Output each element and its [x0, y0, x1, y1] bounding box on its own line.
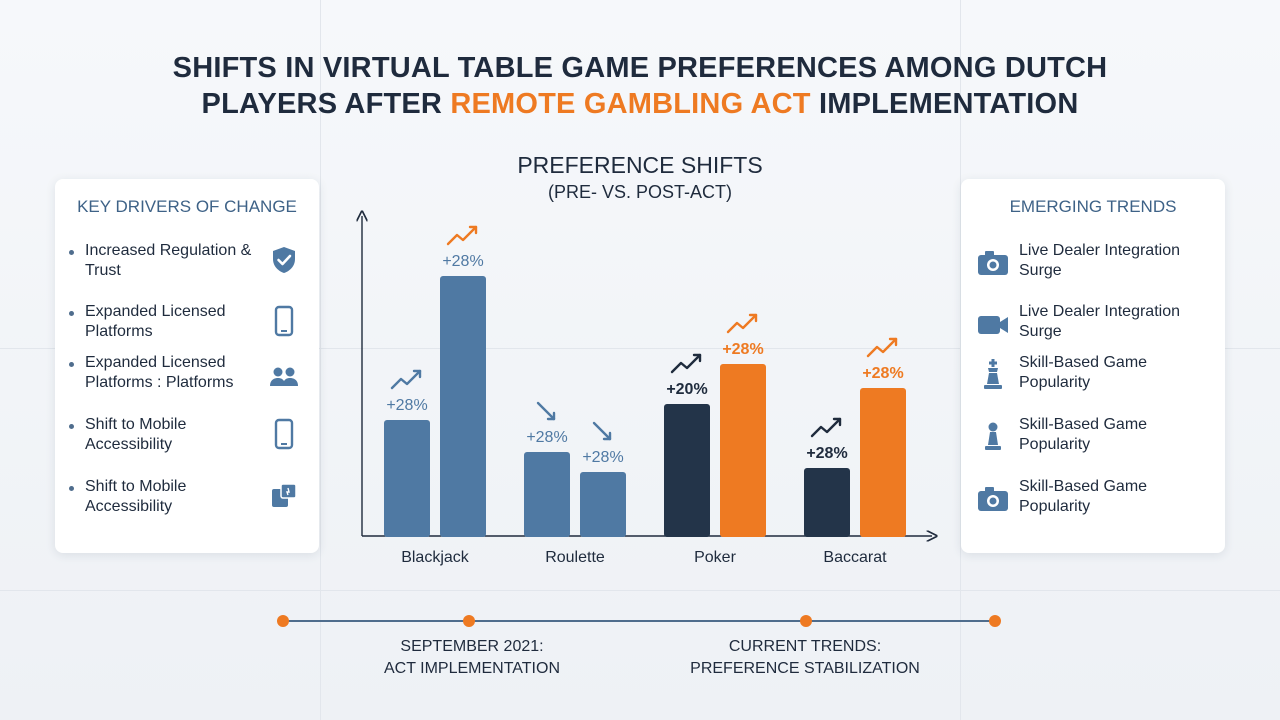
title-line-2: PLAYERS AFTER REMOTE GAMBLING ACT IMPLEM…: [0, 86, 1280, 122]
driver-item: Shift to Mobile Accessibility: [69, 415, 309, 459]
title-highlight: REMOTE GAMBLING ACT: [450, 88, 811, 120]
driver-label: Expanded Licensed Platforms: [85, 303, 226, 340]
grid-line: [320, 0, 321, 720]
grid-line: [0, 590, 1280, 591]
data-label: +28%: [442, 253, 483, 270]
video-camera-icon: [978, 316, 1008, 334]
bar-post-baccarat: [860, 388, 906, 537]
driver-item: Shift to Mobile Accessibility: [69, 477, 309, 521]
trend-arrow-icon: [866, 337, 898, 358]
trend-item: Skill-Based Game Popularity: [975, 353, 1215, 397]
chess-pawn-icon: [985, 422, 1001, 450]
key-drivers-card: KEY DRIVERS OF CHANGE Increased Regulati…: [55, 179, 319, 553]
data-label: +28%: [386, 397, 427, 414]
trend-arrow-icon: [592, 421, 612, 441]
timeline-label-act: SEPTEMBER 2021: ACT IMPLEMENTATION: [322, 636, 622, 680]
driver-label: Shift to Mobile Accessibility: [85, 416, 187, 453]
camera-icon: [978, 251, 1008, 275]
page-title: SHIFTS IN VIRTUAL TABLE GAME PREFERENCES…: [0, 50, 1280, 122]
camera-icon: [978, 487, 1008, 511]
chart-title: PREFERENCE SHIFTS: [517, 152, 763, 178]
driver-label: Shift to Mobile Accessibility: [85, 478, 187, 515]
bar-post-roulette: [580, 472, 626, 537]
driver-item: Increased Regulation & Trust: [69, 241, 309, 285]
bar-pre-roulette: [524, 452, 570, 537]
bullet: [69, 250, 74, 255]
bar-pre-blackjack: [384, 420, 430, 537]
timeline-label-line: CURRENT TRENDS:: [728, 638, 882, 655]
bullet: [69, 486, 74, 491]
bar-post-blackjack: [440, 276, 486, 537]
x-tick-label: Roulette: [545, 549, 605, 566]
trend-label: Live Dealer Integration Surge: [1019, 242, 1180, 279]
bar-pre-poker: [664, 404, 710, 537]
trend-arrow-icon: [446, 225, 478, 246]
grid-line: [960, 0, 961, 720]
trend-arrow-icon: [536, 401, 556, 421]
trend-label: Skill-Based Game Popularity: [1019, 416, 1148, 453]
users-icon: [270, 367, 298, 386]
timeline-marker: [277, 615, 289, 627]
trend-arrow-icon: [390, 369, 422, 390]
driver-item: Expanded Licensed Platforms : Platforms: [69, 353, 309, 397]
trend-label: Skill-Based Game Popularity: [1019, 354, 1148, 391]
bar-chart: +28% +28% Blackjack +28% +28% Roulette +20% +28…: [340, 200, 940, 566]
x-tick-label: Poker: [694, 549, 736, 566]
title-line-1: SHIFTS IN VIRTUAL TABLE GAME PREFERENCES…: [172, 52, 1108, 84]
trend-label: Live Dealer Integration Surge: [1019, 303, 1180, 340]
timeline-label-line: ACT IMPLEMENTATION: [383, 660, 560, 677]
timeline-label-current: CURRENT TRENDS: PREFERENCE STABILIZATION: [655, 636, 955, 680]
key-drivers-title: KEY DRIVERS OF CHANGE: [77, 197, 297, 216]
timeline-marker: [463, 615, 475, 627]
emerging-trends-title: EMERGING TRENDS: [1009, 197, 1177, 216]
title-line-2-pre: PLAYERS AFTER: [201, 88, 451, 120]
shield-check-icon: [273, 247, 295, 273]
title-line-2-post: IMPLEMENTATION: [810, 88, 1079, 120]
mobile-app-icon: [272, 483, 297, 507]
data-label: +28%: [722, 341, 763, 358]
data-label: +20%: [666, 381, 707, 398]
timeline-marker: [800, 615, 812, 627]
smartphone-icon: [274, 418, 294, 450]
bullet: [69, 424, 74, 429]
bullet: [69, 311, 74, 316]
chess-king-icon: [984, 359, 1002, 389]
x-tick-label: Blackjack: [401, 549, 470, 566]
timeline-marker: [989, 615, 1001, 627]
driver-item: Expanded Licensed Platforms: [69, 302, 309, 346]
trend-label: Skill-Based Game Popularity: [1019, 478, 1148, 515]
driver-label: Expanded Licensed Platforms : Platforms: [85, 354, 234, 391]
smartphone-icon: [274, 305, 294, 337]
bar-post-poker: [720, 364, 766, 537]
trend-item: Skill-Based Game Popularity: [975, 477, 1215, 521]
emerging-trends-card: EMERGING TRENDS Live Dealer Integration …: [961, 179, 1225, 553]
timeline-label-line: SEPTEMBER 2021:: [400, 638, 544, 655]
data-label: +28%: [582, 449, 623, 466]
trend-arrow-icon: [810, 417, 842, 438]
trend-item: Live Dealer Integration Surge: [975, 302, 1215, 346]
trend-arrow-icon: [726, 313, 758, 334]
trend-arrow-icon: [670, 353, 702, 374]
bullet: [69, 362, 74, 367]
chart-subtitle: (PRE- VS. POST-ACT): [547, 182, 733, 202]
trend-item: Skill-Based Game Popularity: [975, 415, 1215, 459]
bar-pre-baccarat: [804, 468, 850, 537]
x-tick-label: Baccarat: [823, 549, 887, 566]
data-label: +28%: [526, 429, 567, 446]
timeline: [277, 615, 1001, 627]
trend-item: Live Dealer Integration Surge: [975, 241, 1215, 285]
grid-line: [0, 348, 1280, 349]
data-label: +28%: [806, 445, 847, 462]
data-label: +28%: [862, 365, 903, 382]
driver-label: Increased Regulation & Trust: [85, 242, 252, 279]
timeline-label-line: PREFERENCE STABILIZATION: [690, 660, 920, 677]
